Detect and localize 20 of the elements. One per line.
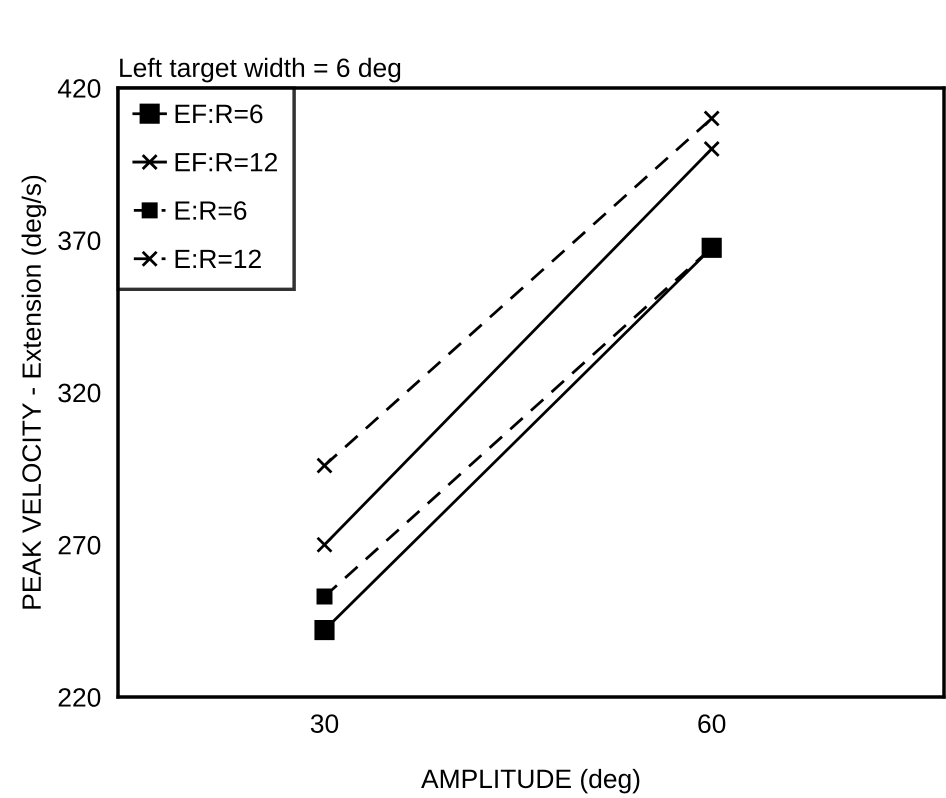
legend-label: E:R=6: [176, 201, 246, 220]
chart-title: Left target width = 6 deg: [120, 58, 400, 82]
y-tick-label: 320: [58, 384, 100, 402]
legend-label: E:R=12: [176, 250, 261, 268]
y-tick-label: 370: [58, 231, 100, 250]
x-tick-label: 30: [310, 714, 338, 734]
y-tick-label: 220: [58, 688, 100, 707]
legend-label: EF:R=12: [176, 152, 277, 172]
y-tick-label: 270: [58, 536, 100, 555]
point: [703, 110, 720, 127]
legend-label: EF:R=6: [176, 104, 262, 124]
x-axis-title: AMPLITUDE (deg): [421, 768, 640, 794]
point: [316, 536, 333, 554]
point: [316, 588, 332, 604]
point: [314, 620, 335, 640]
y-tick-label: 420: [58, 79, 100, 98]
y-axis-title: PEAK VELOCITY - Extension (deg/s): [22, 176, 46, 609]
x-tick-label: 60: [698, 714, 726, 734]
point: [316, 457, 333, 474]
point: [703, 140, 720, 158]
